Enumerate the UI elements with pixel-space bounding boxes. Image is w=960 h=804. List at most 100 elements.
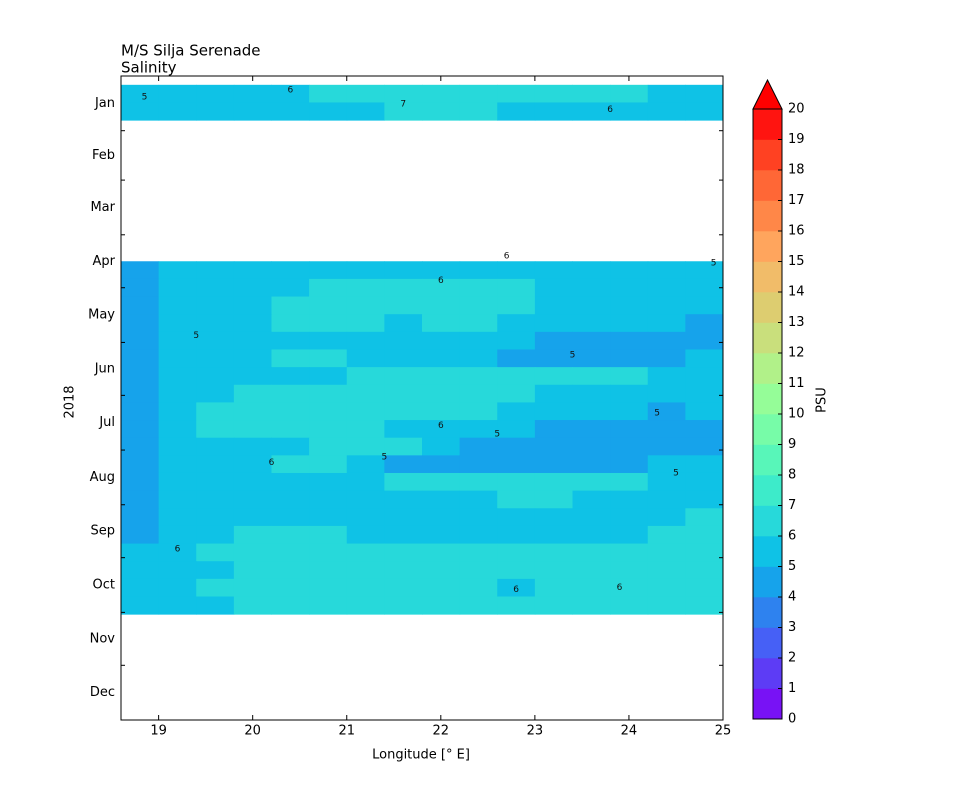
salinity-cell [459, 102, 498, 121]
plot-frame [120, 75, 724, 721]
salinity-cell [196, 367, 235, 386]
salinity-cell [459, 296, 498, 315]
salinity-cell [534, 472, 573, 492]
salinity-cell [422, 578, 461, 597]
x-tick-label: 25 [715, 724, 732, 739]
salinity-cell [309, 525, 348, 545]
salinity-cell [196, 420, 235, 439]
colorbar-tick-label: 5 [788, 559, 796, 574]
salinity-cell [196, 455, 235, 474]
salinity-cell [459, 420, 498, 439]
salinity-cell [346, 349, 385, 368]
salinity-cell [121, 278, 160, 298]
salinity-cell [610, 402, 649, 421]
salinity-cell [158, 596, 197, 615]
salinity-cell [497, 596, 536, 615]
colorbar-band [753, 566, 782, 598]
y-tick-label: Apr [93, 254, 116, 269]
x-tick-label: 22 [433, 724, 450, 739]
salinity-cell [309, 455, 348, 474]
salinity-cell [459, 561, 498, 580]
salinity-cell [271, 508, 310, 527]
salinity-cell [534, 367, 573, 386]
salinity-cell [610, 384, 649, 403]
salinity-cell [271, 455, 310, 474]
salinity-cell [459, 402, 498, 421]
salinity-cell [685, 314, 724, 333]
salinity-cell [572, 561, 611, 580]
salinity-cell [685, 437, 724, 456]
salinity-cell [233, 278, 272, 298]
chart-title: M/S Silja Serenade [121, 42, 261, 60]
contour-label: 5 [654, 408, 660, 418]
salinity-cell [196, 508, 235, 527]
salinity-cell [572, 543, 611, 562]
salinity-cell [685, 525, 724, 545]
colorbar-extend [752, 78, 783, 110]
y-tick-label: Aug [90, 470, 115, 485]
salinity-cell [610, 543, 649, 562]
colorbar-tick-label: 2 [788, 651, 796, 666]
salinity-cell [346, 437, 385, 456]
salinity-cell [271, 472, 310, 492]
salinity-cell [271, 525, 310, 545]
salinity-cell [196, 84, 235, 103]
salinity-cell [572, 508, 611, 527]
salinity-cell [158, 102, 197, 121]
salinity-cell [610, 420, 649, 439]
colorbar-tick-label: 9 [788, 437, 796, 452]
salinity-cell [233, 543, 272, 562]
salinity-cell [422, 472, 461, 492]
colorbar-tick-label: 8 [788, 468, 796, 483]
colorbar-tick-label: 0 [788, 712, 796, 727]
salinity-cell [309, 437, 348, 456]
y-tick-label: Feb [92, 148, 115, 163]
colorbar-band [753, 414, 782, 445]
salinity-cell [121, 84, 160, 103]
salinity-cell [309, 543, 348, 562]
salinity-cell [309, 367, 348, 386]
colorbar-label: PSU [815, 387, 830, 413]
colorbar-band [753, 475, 782, 506]
salinity-cell [572, 402, 611, 421]
salinity-cell [196, 472, 235, 492]
salinity-cell [685, 402, 724, 421]
x-tick-label: 23 [527, 724, 544, 739]
salinity-cell [647, 367, 686, 386]
salinity-cell [534, 596, 573, 615]
contour-label: 5 [494, 430, 500, 440]
salinity-cell [422, 402, 461, 421]
colorbar-tick-label: 12 [788, 346, 805, 361]
colorbar-tick-label: 18 [788, 163, 805, 178]
colorbar-band [753, 170, 782, 201]
salinity-cell [158, 525, 197, 545]
salinity-cell [647, 402, 686, 421]
salinity-cell [685, 420, 724, 439]
salinity-cell [647, 261, 686, 280]
salinity-cell [422, 367, 461, 386]
salinity-cell [196, 596, 235, 615]
salinity-cell [196, 102, 235, 121]
salinity-cell [685, 508, 724, 527]
colorbar-band [753, 658, 782, 689]
salinity-cell [233, 455, 272, 474]
salinity-cell [121, 508, 160, 527]
salinity-cell [422, 561, 461, 580]
salinity-cell [572, 102, 611, 121]
salinity-cell [384, 278, 423, 298]
colorbar-band [753, 536, 782, 567]
contour-label: 6 [175, 544, 181, 554]
salinity-cell [497, 84, 536, 103]
salinity-cell [233, 102, 272, 121]
salinity-cell [346, 84, 385, 103]
salinity-cell [158, 508, 197, 527]
salinity-cell [534, 84, 573, 103]
salinity-cell [309, 261, 348, 280]
salinity-cell [497, 525, 536, 545]
salinity-cell [346, 296, 385, 315]
salinity-cell [647, 490, 686, 509]
salinity-cell [309, 472, 348, 492]
salinity-cell [459, 490, 498, 509]
contour-label: 6 [513, 585, 519, 595]
